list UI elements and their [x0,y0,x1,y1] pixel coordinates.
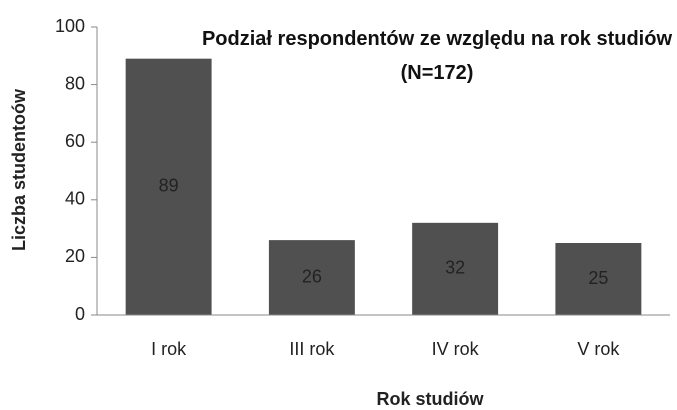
y-tick-label: 40 [65,189,85,209]
y-tick-label: 0 [75,304,85,324]
y-tick-label: 80 [65,73,85,93]
x-tick-label: V rok [577,339,620,359]
y-tick-label: 20 [65,246,85,266]
chart-title: Podział respondentów ze względu na rok s… [201,28,673,84]
x-tick-label: I rok [151,339,187,359]
data-label: 32 [445,258,465,278]
y-axis-label: Liczba studentoów [9,88,29,251]
data-label: 89 [159,176,179,196]
bar [555,243,642,315]
bar [125,58,212,316]
data-label: 26 [302,266,322,286]
data-label: 25 [588,268,608,288]
y-tick-label: 60 [65,131,85,151]
x-tick-label: IV rok [432,339,480,359]
x-tick-label: III rok [289,339,335,359]
bar [268,240,355,315]
bar [412,222,499,315]
y-tick-label: 100 [55,16,85,36]
x-axis-label: Rok studiów [377,389,485,409]
